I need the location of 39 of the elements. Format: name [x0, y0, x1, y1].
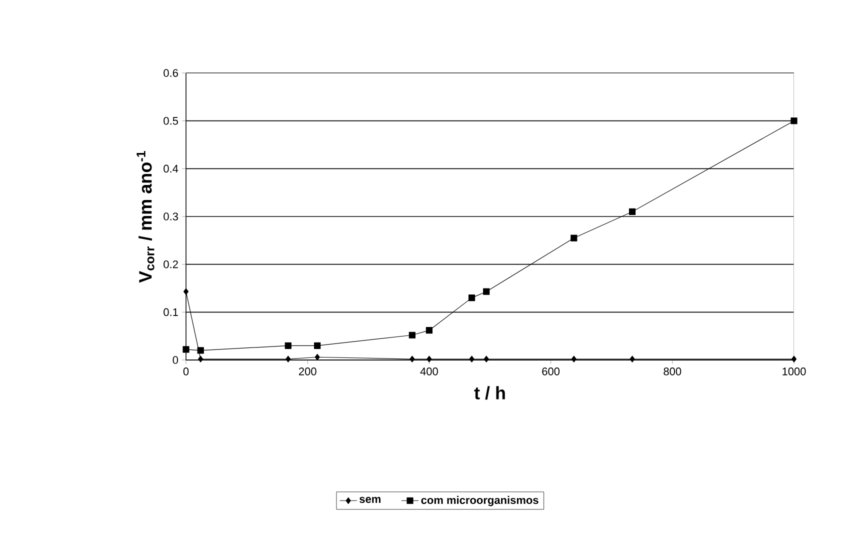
point — [183, 288, 189, 295]
legend-label: sem — [360, 496, 380, 503]
point — [791, 356, 797, 362]
x-tick-label: 600 — [542, 368, 560, 376]
x-tick-label: 800 — [664, 368, 682, 376]
point — [571, 356, 576, 362]
x-tick-label: 200 — [298, 368, 316, 376]
point — [198, 356, 204, 362]
point — [484, 356, 489, 362]
y-tick-label: 0.4 — [164, 164, 178, 173]
point — [286, 356, 291, 362]
point — [197, 347, 204, 354]
y-tick-label: 0.2 — [164, 260, 178, 268]
y-tick-label: 0 — [172, 356, 178, 364]
y-axis-title: V$_{corr}$ / mm ano$^{-1}$ — [136, 150, 154, 283]
y-tick-label: 0.6 — [164, 69, 178, 77]
point — [790, 118, 798, 124]
x-tick-label: 1000 — [782, 368, 806, 376]
point — [469, 356, 474, 362]
legend-label: com microorganismos — [421, 496, 538, 506]
x-tick-label: 400 — [420, 368, 438, 376]
point — [410, 356, 415, 362]
x-tick-label: 0 — [183, 368, 189, 376]
point — [314, 354, 320, 360]
y-tick-label: 0.1 — [164, 308, 178, 316]
x-axis-title: t / h — [474, 386, 505, 400]
point — [628, 208, 636, 216]
point — [182, 346, 190, 353]
point — [314, 342, 321, 349]
point — [630, 356, 635, 362]
point — [468, 294, 476, 302]
y-tick-label: 0.3 — [164, 212, 178, 220]
point — [426, 327, 433, 334]
point — [284, 342, 292, 349]
point — [408, 332, 416, 338]
y-tick-label: 0.5 — [164, 116, 178, 125]
point — [426, 356, 432, 362]
point — [483, 288, 490, 295]
point — [570, 234, 578, 242]
